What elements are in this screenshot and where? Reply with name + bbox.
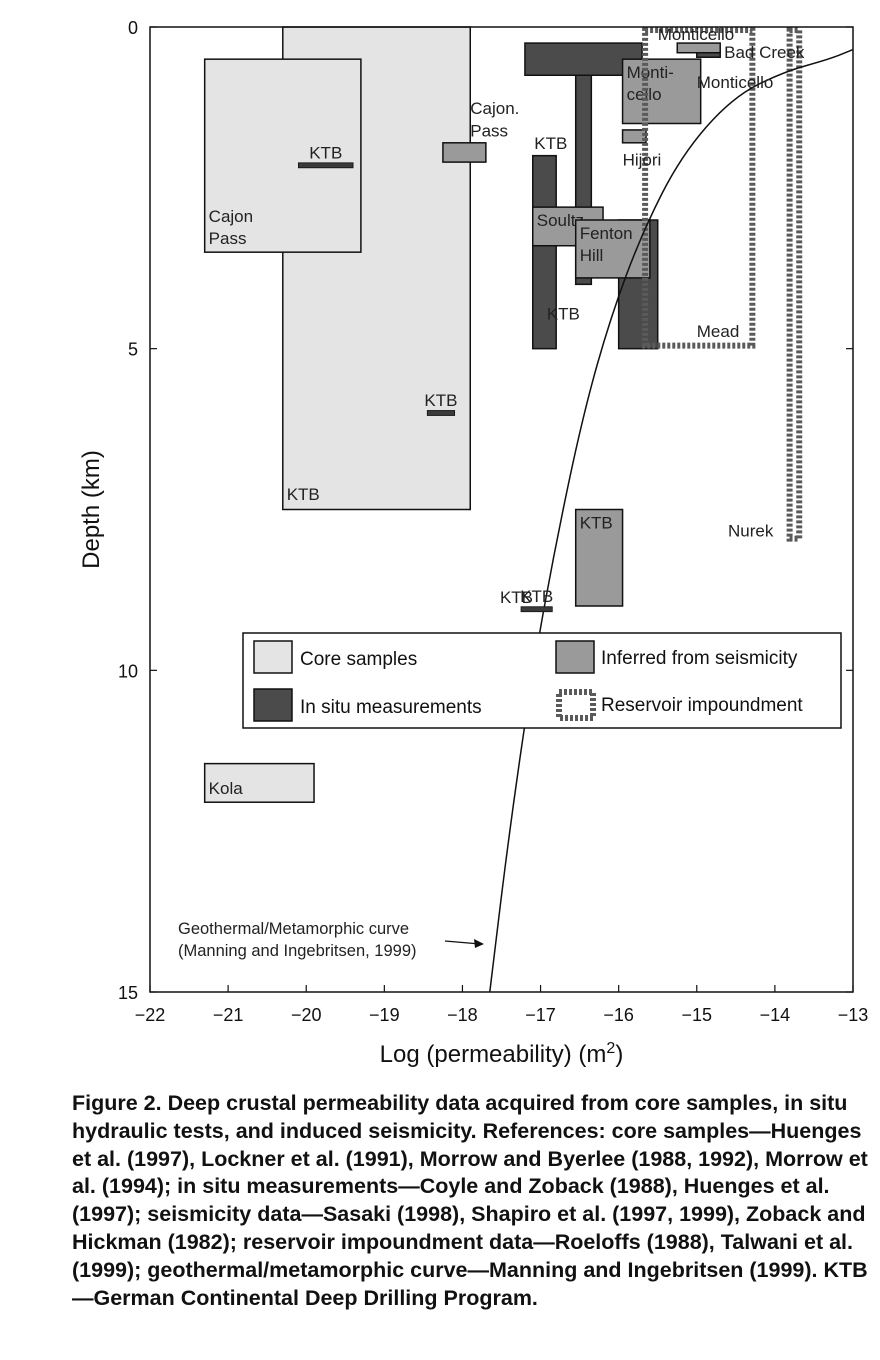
geothermal-curve-group: Geothermal/Metamorphic curve (Manning and… <box>178 48 854 993</box>
figure-caption: Figure 2. Deep crustal permeability data… <box>72 1091 868 1310</box>
x-tick-label: −17 <box>525 1005 556 1025</box>
box-label-line: Monti- <box>627 63 674 82</box>
inferred-box-11 <box>676 42 721 54</box>
x-tick-label: −21 <box>213 1005 244 1025</box>
annotation-7: Bad Creek <box>724 43 805 62</box>
reservoir-box-16 <box>642 27 756 349</box>
x-tick-label: −22 <box>135 1005 166 1025</box>
x-axis-label-suffix: ) <box>615 1041 623 1068</box>
insitu-box-5 <box>531 154 557 350</box>
x-axis-label-superscript: 2 <box>606 1040 615 1057</box>
annotation-4: KTB <box>547 305 580 324</box>
annotation-5: Hijori <box>623 150 662 169</box>
inferred-box-9 <box>442 142 487 163</box>
inferred-box-15 <box>574 508 624 607</box>
annotation-0: KTB <box>287 485 320 504</box>
ktb-line-label-0: KTB <box>309 143 342 162</box>
box-label-line: KTB <box>580 514 613 533</box>
annotation-10: Nurek <box>728 522 774 541</box>
reservoir-box-17 <box>786 27 803 542</box>
x-tick-label: −15 <box>682 1005 713 1025</box>
box-label-line: Kola <box>209 779 244 798</box>
x-axis-label: Log (permeability) (m2) <box>380 1040 624 1068</box>
box-label-line: Cajon <box>209 207 253 226</box>
legend-swatch-insitu <box>253 688 293 722</box>
annotation-9: Mead <box>697 322 740 341</box>
box-label-1: Cajon Pass <box>209 207 253 248</box>
box-label-14: Fenton Hill <box>580 224 633 265</box>
box-label-line: Hill <box>580 246 604 265</box>
inferred-box-12 <box>621 129 647 144</box>
curve-label-arrowhead <box>474 939 484 948</box>
box-label-line: Pass <box>209 229 247 248</box>
box-label-2: Kola <box>209 779 244 798</box>
ktb-line-2 <box>520 606 553 613</box>
y-tick-label: 5 <box>128 340 138 360</box>
inferred-box-10 <box>621 58 702 125</box>
ktb-line-label-2: KTB <box>520 587 553 606</box>
box-label-line: Fenton <box>580 224 633 243</box>
curve-label-line1: Geothermal/Metamorphic curve <box>178 920 409 938</box>
y-axis-label: Depth (km) <box>78 450 105 569</box>
annotation-6: Monticello <box>658 25 735 44</box>
x-tick-label: −13 <box>838 1005 869 1025</box>
curve-label-line2: (Manning and Ingebritsen, 1999) <box>178 942 417 960</box>
legend-label-insitu: In situ measurements <box>300 697 482 718</box>
legend-label-reservoir: Reservoir impoundment <box>601 695 803 716</box>
inferred-box-14 <box>574 219 651 279</box>
x-tick-label: −16 <box>603 1005 634 1025</box>
y-tick-label: 10 <box>118 661 138 681</box>
ktb-line-label-1: KTB <box>424 391 457 410</box>
ktb-line-0 <box>298 162 354 169</box>
ktb-line-1 <box>426 410 456 416</box>
legend-swatch-core <box>253 640 293 674</box>
plot-frame <box>149 26 854 993</box>
legend-label-core: Core samples <box>300 649 417 670</box>
geothermal-curve <box>489 48 854 993</box>
x-tick-label: −18 <box>447 1005 478 1025</box>
annotation-11: KTB <box>500 588 533 607</box>
x-tick-label: −20 <box>291 1005 322 1025</box>
box-label-line: Soultz <box>537 211 584 230</box>
x-tick-label: −14 <box>760 1005 791 1025</box>
box-label-15: KTB <box>580 514 613 533</box>
annotation-1: Cajon. <box>470 99 519 118</box>
legend-box <box>242 632 842 729</box>
legend-swatch-reservoir <box>556 689 596 721</box>
core-box-1 <box>203 58 362 253</box>
x-tick-label: −19 <box>369 1005 400 1025</box>
x-axis-label-main: Log (permeability) (m <box>380 1041 607 1068</box>
box-label-13: Soultz <box>537 211 584 230</box>
annotation-8: Monticello <box>697 73 774 92</box>
y-tick-label: 15 <box>118 983 138 1003</box>
legend-swatch-inferred <box>555 640 595 674</box>
curve-label-arrow <box>444 940 481 945</box>
legend-label-inferred: Inferred from seismicity <box>601 648 798 669</box>
y-tick-label: 0 <box>128 18 138 38</box>
core-box-2 <box>203 762 315 803</box>
legend: Core samples Inferred from seismicity In s… <box>242 632 842 729</box>
annotation-3: KTB <box>534 134 567 153</box>
axes: −22 −21 −20 −19 −18 −17 −16 −15 −14 −13 0 5 10 15 Log … <box>78 18 868 1068</box>
annotation-2: Pass <box>470 121 508 140</box>
